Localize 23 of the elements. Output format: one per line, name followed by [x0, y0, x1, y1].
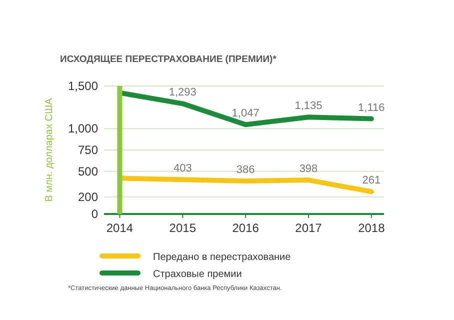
y-tick-label: 200 [78, 190, 98, 204]
data-label: 1,047 [232, 108, 260, 120]
legend-label: Страховые премии [153, 269, 242, 280]
y-tick-label: 1,500 [68, 79, 98, 93]
x-tick-label: 2014 [106, 221, 134, 235]
y-tick-label: 750 [78, 143, 98, 157]
y-tick-label: 1,000 [68, 122, 98, 136]
x-tick-label: 2018 [358, 221, 386, 235]
data-label: 261 [362, 174, 381, 187]
y-tick-label: 500 [78, 164, 98, 178]
x-tick-label: 2016 [232, 221, 260, 235]
data-label: 386 [236, 164, 255, 176]
data-label: 403 [173, 162, 192, 175]
data-label: 1,116 [358, 102, 385, 114]
data-label: 398 [299, 163, 318, 176]
data-label: 1,135 [294, 100, 322, 112]
y-tick-label: 0 [91, 207, 98, 221]
chart-title: ИСХОДЯЩЕЕ ПЕРЕСТРАХОВАНИЕ (ПРЕМИИ)* [60, 54, 277, 65]
legend-label: Передано в перестрахование [153, 252, 292, 263]
x-tick-label: 2015 [169, 221, 196, 235]
data-label: 1,293 [168, 86, 196, 99]
y-axis-title: В млн. долларах США [44, 98, 55, 202]
x-tick-label: 2017 [295, 221, 322, 235]
